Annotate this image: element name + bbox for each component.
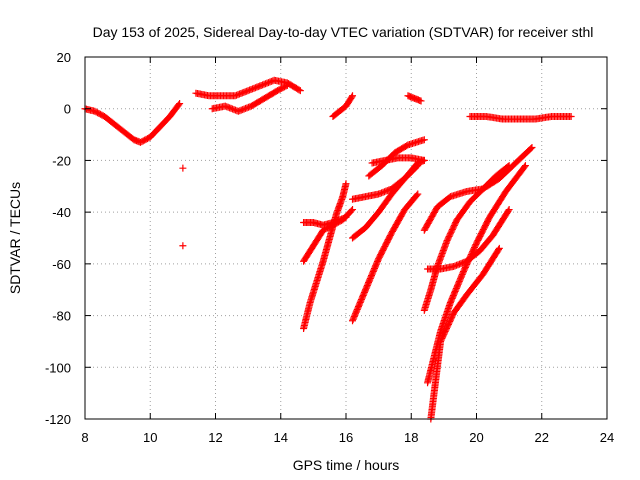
data-point bbox=[505, 206, 513, 214]
data-point bbox=[414, 190, 422, 198]
chart-title: Day 153 of 2025, Sidereal Day-to-day VTE… bbox=[93, 24, 594, 40]
data-point bbox=[179, 242, 187, 250]
series-track-2 bbox=[192, 76, 304, 100]
x-tick-label: 20 bbox=[469, 430, 483, 445]
data-point bbox=[175, 101, 183, 109]
data-point bbox=[567, 112, 575, 120]
x-tick-label: 12 bbox=[208, 430, 222, 445]
data-point bbox=[420, 156, 428, 164]
series-track-7 bbox=[300, 180, 350, 332]
data-point bbox=[342, 180, 350, 188]
x-axis-label: GPS time / hours bbox=[293, 457, 400, 473]
data-point bbox=[347, 207, 355, 215]
data-point bbox=[521, 162, 529, 170]
y-tick-label: 20 bbox=[57, 50, 71, 65]
series-track-14 bbox=[349, 190, 422, 325]
data-point bbox=[528, 144, 536, 151]
grid bbox=[85, 57, 607, 419]
x-tick-label: 10 bbox=[143, 430, 157, 445]
y-tick-label: -60 bbox=[52, 257, 71, 272]
data-point bbox=[495, 246, 503, 254]
x-tick-label: 22 bbox=[535, 430, 549, 445]
y-tick-label: -120 bbox=[45, 412, 71, 427]
series-track-12 bbox=[365, 136, 428, 180]
series-track-9 bbox=[300, 213, 350, 229]
y-tick-label: -20 bbox=[52, 153, 71, 168]
data-point bbox=[495, 244, 503, 252]
data-point bbox=[283, 81, 291, 89]
data-point bbox=[349, 206, 357, 214]
data-layer bbox=[81, 76, 575, 423]
x-axis: 8 10 12 14 16 18 20 22 24 bbox=[81, 57, 614, 445]
x-tick-label: 8 bbox=[81, 430, 88, 445]
series-track-13 bbox=[349, 162, 422, 242]
y-tick-label: -40 bbox=[52, 205, 71, 220]
data-point bbox=[349, 92, 357, 100]
data-point bbox=[348, 93, 356, 101]
x-tick-label: 18 bbox=[404, 430, 418, 445]
data-point bbox=[505, 162, 513, 170]
series-track-19 bbox=[427, 244, 503, 423]
x-tick-label: 16 bbox=[339, 430, 353, 445]
data-point bbox=[179, 164, 187, 172]
series-track-3 bbox=[208, 81, 291, 115]
data-point bbox=[420, 136, 428, 144]
data-point bbox=[296, 87, 304, 95]
data-point bbox=[342, 213, 350, 221]
data-point bbox=[414, 162, 422, 170]
series-track-6 bbox=[466, 112, 575, 123]
data-point bbox=[504, 207, 512, 215]
series-track-18 bbox=[424, 206, 513, 273]
series-isolated-1 bbox=[179, 164, 187, 172]
x-tick-label: 24 bbox=[600, 430, 614, 445]
y-axis: 20 0 -20 -40 -60 -80 -100 -120 bbox=[45, 50, 607, 427]
data-point bbox=[176, 100, 184, 108]
y-axis-label: SDTVAR / TECUs bbox=[7, 182, 23, 294]
series-isolated-2 bbox=[179, 242, 187, 250]
data-point bbox=[417, 97, 425, 105]
data-point bbox=[413, 191, 421, 199]
x-tick-label: 14 bbox=[274, 430, 288, 445]
data-point bbox=[295, 86, 303, 94]
data-point bbox=[413, 163, 421, 171]
y-tick-label: -100 bbox=[45, 360, 71, 375]
series-track-1 bbox=[81, 100, 184, 146]
series-track-15 bbox=[420, 144, 536, 234]
y-tick-label: -80 bbox=[52, 309, 71, 324]
series-track-4 bbox=[329, 92, 357, 120]
series-track-5 bbox=[404, 92, 425, 105]
data-point bbox=[504, 163, 512, 171]
data-point bbox=[527, 145, 535, 153]
data-point bbox=[282, 82, 290, 90]
y-tick-label: 0 bbox=[64, 102, 71, 117]
data-point bbox=[521, 163, 529, 171]
